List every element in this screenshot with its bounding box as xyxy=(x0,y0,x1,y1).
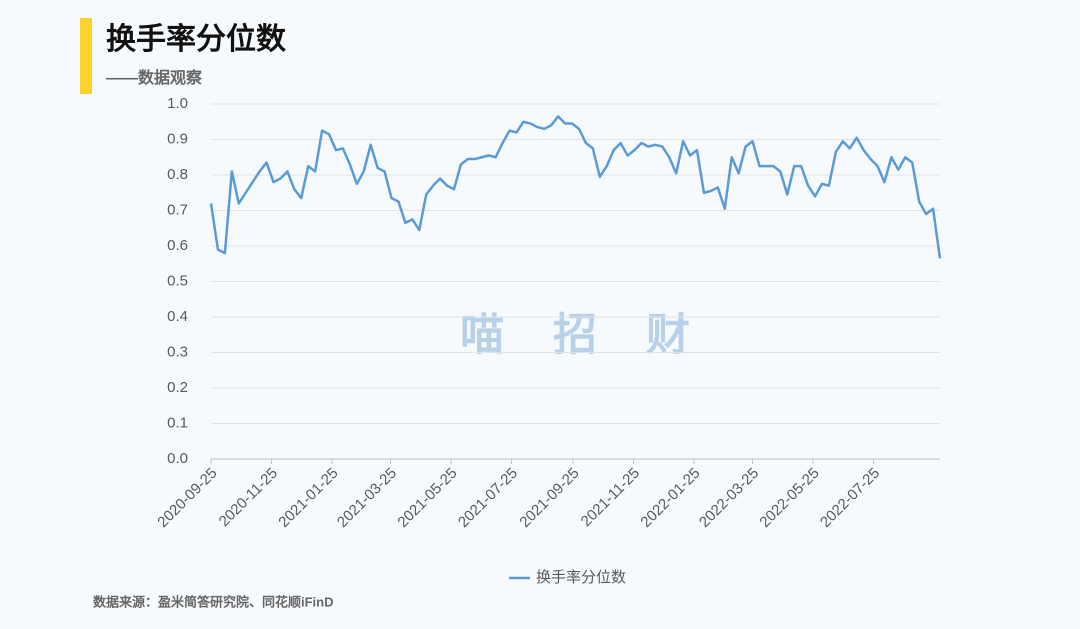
x-tick-label: 2022-03-25 xyxy=(696,465,762,531)
x-tick-label: 2022-05-25 xyxy=(756,465,822,531)
x-tick-label: 2021-11-25 xyxy=(578,465,643,530)
source-note: 数据来源：盈米简答研究院、同花顺iFinD xyxy=(93,594,334,609)
grid xyxy=(210,103,940,464)
y-tick-label: 0.5 xyxy=(167,272,188,289)
x-tick-label: 2022-07-25 xyxy=(817,465,883,531)
chart-title: 换手率分位数 xyxy=(106,22,287,56)
y-tick-label: 0.1 xyxy=(167,414,188,431)
x-tick-label: 2021-05-25 xyxy=(394,465,460,531)
x-tick-label: 2022-01-25 xyxy=(637,465,703,531)
legend-label: 换手率分位数 xyxy=(536,569,626,586)
plot-area xyxy=(209,115,942,259)
x-tick-label: 2020-09-25 xyxy=(154,465,220,531)
y-tick-label: 0.0 xyxy=(167,450,188,467)
watermark: 喵 招 财 xyxy=(460,311,690,360)
y-tick-label: 0.9 xyxy=(167,130,188,147)
y-tick-label: 0.2 xyxy=(167,379,188,396)
y-tick-label: 1.0 xyxy=(167,95,188,112)
y-tick-label: 0.6 xyxy=(167,237,188,254)
chart-subtitle: ——数据观察 xyxy=(106,68,203,87)
y-tick-label: 0.7 xyxy=(167,201,188,218)
y-tick-label: 0.8 xyxy=(167,166,188,183)
title-accent xyxy=(80,18,92,94)
x-tick-label: 2021-07-25 xyxy=(455,465,521,531)
x-tick-label: 2020-11-25 xyxy=(216,465,281,530)
y-tick-label: 0.4 xyxy=(167,308,188,325)
x-tick-label: 2021-03-25 xyxy=(334,465,400,531)
data-line xyxy=(209,115,942,259)
x-tick-label: 2021-01-25 xyxy=(275,465,341,531)
x-tick-label: 2021-09-25 xyxy=(516,465,582,531)
y-tick-label: 0.3 xyxy=(167,343,188,360)
